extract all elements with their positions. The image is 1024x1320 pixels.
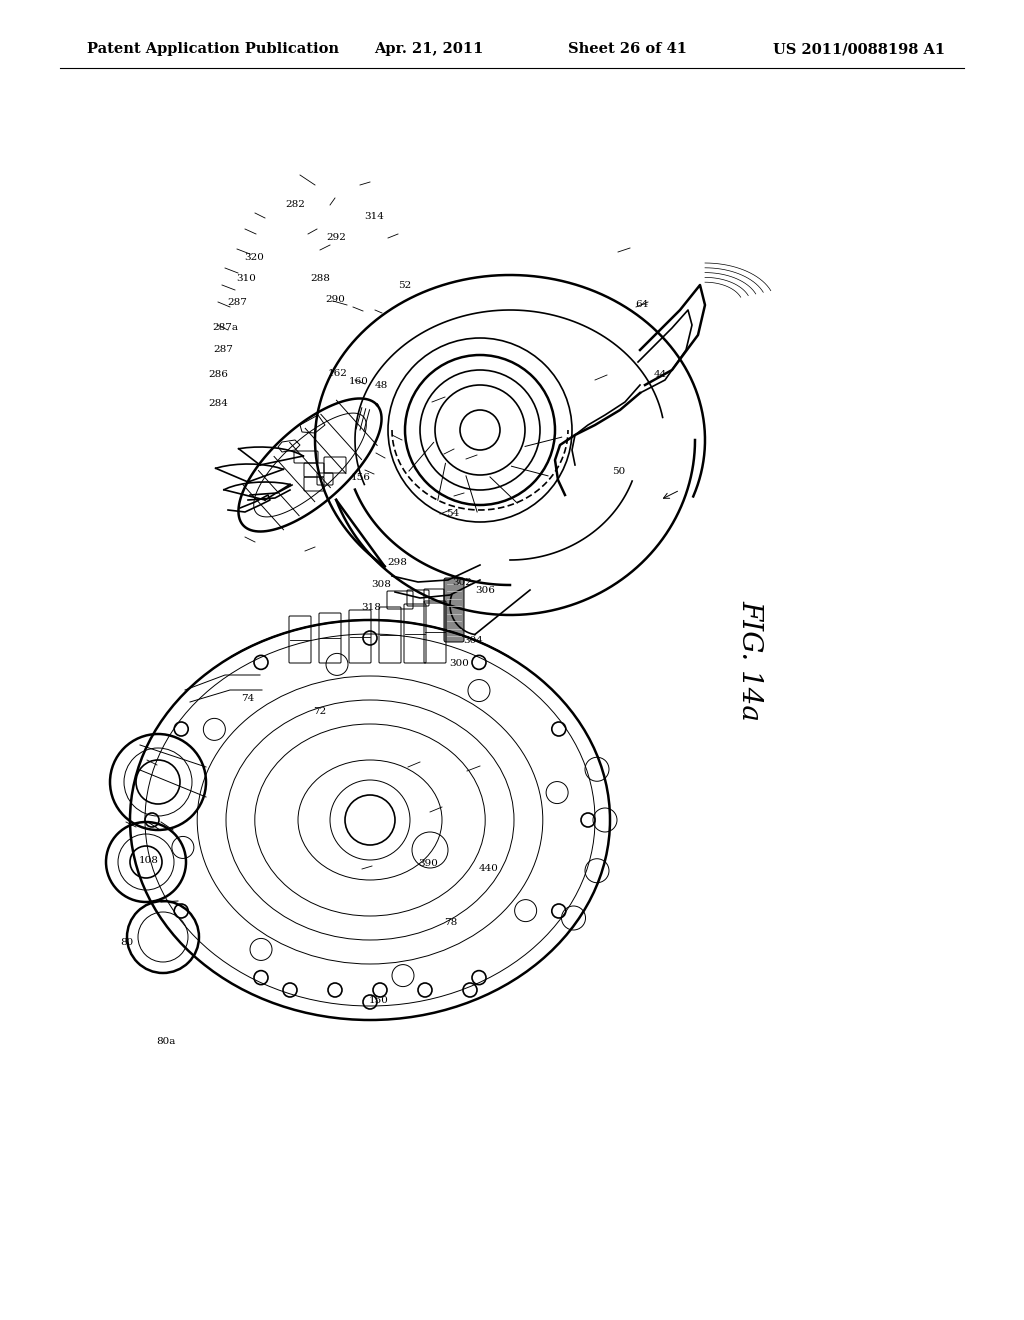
Text: 54: 54 <box>446 510 459 517</box>
Text: 284: 284 <box>208 400 228 408</box>
Text: 314: 314 <box>364 213 384 220</box>
Text: 52: 52 <box>398 281 411 289</box>
Text: 287a: 287a <box>212 323 239 331</box>
Text: 390: 390 <box>418 859 438 867</box>
Text: 288: 288 <box>310 275 331 282</box>
Text: 310: 310 <box>236 275 256 282</box>
Text: 320: 320 <box>244 253 264 261</box>
Text: 298: 298 <box>387 558 408 566</box>
Text: 72: 72 <box>313 708 326 715</box>
Text: 108: 108 <box>138 857 159 865</box>
Text: 308: 308 <box>371 581 391 589</box>
Text: 287: 287 <box>213 346 233 354</box>
Text: 48: 48 <box>375 381 387 389</box>
Text: 80: 80 <box>121 939 133 946</box>
Text: 160: 160 <box>348 378 369 385</box>
Text: 64: 64 <box>636 301 648 309</box>
Text: FIG. 14a: FIG. 14a <box>736 599 764 721</box>
Text: US 2011/0088198 A1: US 2011/0088198 A1 <box>773 42 945 57</box>
Text: 156: 156 <box>350 474 371 482</box>
Text: 78: 78 <box>444 919 457 927</box>
Text: 50: 50 <box>612 467 625 475</box>
Text: 80a: 80a <box>157 1038 175 1045</box>
Text: 318: 318 <box>360 603 381 611</box>
Text: 306: 306 <box>475 586 496 594</box>
Text: 302: 302 <box>452 578 472 586</box>
Text: Apr. 21, 2011: Apr. 21, 2011 <box>374 42 483 57</box>
Text: 162: 162 <box>328 370 348 378</box>
Text: 44: 44 <box>654 371 667 379</box>
Text: 290: 290 <box>325 296 345 304</box>
Text: 440: 440 <box>478 865 499 873</box>
Text: 286: 286 <box>208 371 228 379</box>
Text: 150: 150 <box>369 997 389 1005</box>
Text: 304: 304 <box>463 636 483 644</box>
Text: 300: 300 <box>449 660 469 668</box>
FancyBboxPatch shape <box>444 578 464 642</box>
Text: 292: 292 <box>326 234 346 242</box>
Text: 287: 287 <box>227 298 248 306</box>
Text: 74: 74 <box>242 694 254 702</box>
Text: Patent Application Publication: Patent Application Publication <box>87 42 339 57</box>
Text: Sheet 26 of 41: Sheet 26 of 41 <box>568 42 687 57</box>
Text: 282: 282 <box>285 201 305 209</box>
